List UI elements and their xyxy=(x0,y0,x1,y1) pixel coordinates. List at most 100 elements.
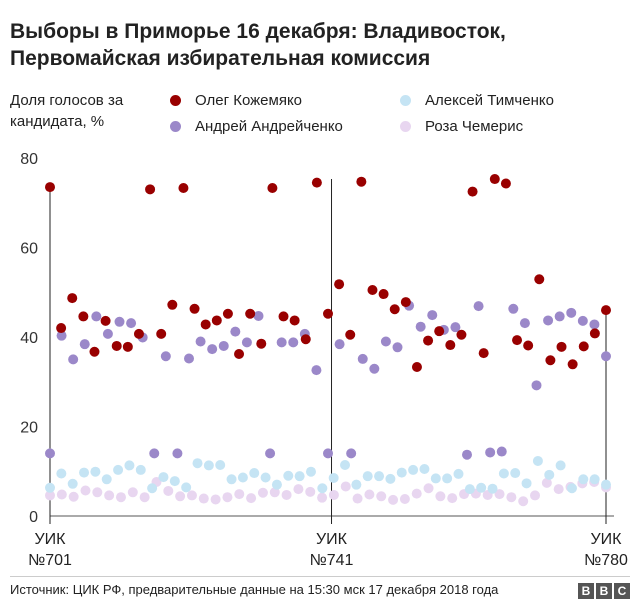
point-chemeris xyxy=(364,489,375,500)
point-chemeris xyxy=(317,492,328,503)
point-timchenko xyxy=(283,470,294,481)
point-andreychenko xyxy=(265,448,276,459)
point-timchenko xyxy=(396,467,407,478)
legend: Олег Кожемяко Андрей Андрейченко Алексей… xyxy=(170,90,630,140)
point-chemeris xyxy=(115,492,126,503)
point-kozhemyako xyxy=(311,177,322,188)
point-kozhemyako xyxy=(167,299,178,310)
point-andreychenko xyxy=(543,315,554,326)
point-andreychenko xyxy=(126,318,137,329)
point-kozhemyako xyxy=(122,341,133,352)
point-kozhemyako xyxy=(278,311,289,322)
legend-item-andreychenko: Андрей Андрейченко xyxy=(170,116,343,137)
point-chemeris xyxy=(104,490,115,501)
point-kozhemyako xyxy=(389,304,400,315)
point-chemeris xyxy=(198,493,209,504)
point-chemeris xyxy=(92,487,103,498)
point-andreychenko xyxy=(207,344,218,355)
point-kozhemyako xyxy=(523,340,534,351)
bbc-logo-letter: B xyxy=(578,583,594,599)
point-andreychenko xyxy=(462,449,472,460)
point-andreychenko xyxy=(160,351,171,362)
point-timchenko xyxy=(135,464,146,475)
point-andreychenko xyxy=(450,322,461,333)
point-timchenko xyxy=(566,483,577,494)
point-andreychenko xyxy=(230,326,241,337)
point-timchenko xyxy=(79,467,90,478)
legend-marker-kozhemyako xyxy=(170,95,181,106)
point-chemeris xyxy=(45,490,55,501)
point-timchenko xyxy=(498,468,509,479)
point-kozhemyako xyxy=(378,289,389,300)
x-category-label: УИК xyxy=(316,531,348,548)
point-kozhemyako xyxy=(222,308,233,319)
point-andreychenko xyxy=(531,380,542,391)
point-timchenko xyxy=(453,468,464,479)
point-andreychenko xyxy=(601,351,611,362)
point-kozhemyako xyxy=(434,326,445,337)
point-kozhemyako xyxy=(67,293,78,304)
point-chemeris xyxy=(293,484,304,495)
point-kozhemyako xyxy=(601,305,611,316)
point-kozhemyako xyxy=(289,315,300,326)
point-andreychenko xyxy=(79,339,90,350)
point-kozhemyako xyxy=(200,319,211,330)
point-chemeris xyxy=(541,477,552,488)
point-kozhemyako xyxy=(400,297,411,308)
point-chemeris xyxy=(530,490,541,501)
point-andreychenko xyxy=(184,353,194,364)
y-tick-label: 80 xyxy=(20,151,38,168)
point-timchenko xyxy=(510,468,521,479)
point-timchenko xyxy=(601,479,611,490)
point-timchenko xyxy=(532,455,543,466)
point-timchenko xyxy=(544,469,555,480)
legend-label-andreychenko: Андрей Андрейченко xyxy=(195,118,343,135)
point-andreychenko xyxy=(346,448,357,459)
point-chemeris xyxy=(506,492,517,503)
bbc-logo-letter: C xyxy=(614,583,630,599)
y-tick-label: 0 xyxy=(29,509,38,526)
point-kozhemyako xyxy=(267,182,278,193)
point-timchenko xyxy=(271,479,282,490)
point-timchenko xyxy=(578,474,589,485)
point-timchenko xyxy=(90,466,101,477)
point-kozhemyako xyxy=(323,308,333,319)
point-timchenko xyxy=(215,459,226,470)
point-chemeris xyxy=(246,493,257,504)
point-chemeris xyxy=(56,489,67,500)
point-andreychenko xyxy=(577,315,588,326)
bbc-logo: B B C xyxy=(578,583,630,599)
point-andreychenko xyxy=(496,446,507,457)
point-chemeris xyxy=(163,485,174,496)
point-timchenko xyxy=(203,460,214,471)
y-axis-label: Доля голосов за кандидата, % xyxy=(10,92,124,130)
point-timchenko xyxy=(464,484,475,495)
point-kozhemyako xyxy=(111,340,122,351)
x-category-label: №780 xyxy=(584,552,628,569)
point-kozhemyako xyxy=(500,178,511,189)
point-chemeris xyxy=(222,492,233,503)
point-kozhemyako xyxy=(534,274,545,285)
chart-title: Выборы в Приморье 16 декабря: Владивосто… xyxy=(10,20,506,70)
point-kozhemyako xyxy=(156,328,167,339)
point-chemeris xyxy=(328,489,339,500)
point-andreychenko xyxy=(172,448,183,459)
point-kozhemyako xyxy=(45,182,55,193)
point-chemeris xyxy=(435,491,446,502)
point-kozhemyako xyxy=(478,348,489,359)
point-kozhemyako xyxy=(145,184,156,195)
point-chemeris xyxy=(447,493,458,504)
legend-marker-timchenko xyxy=(400,95,411,106)
y-tick-label: 60 xyxy=(20,241,38,258)
point-kozhemyako xyxy=(578,341,589,352)
point-chemeris xyxy=(553,484,564,495)
point-andreychenko xyxy=(380,336,391,347)
point-kozhemyako xyxy=(334,279,345,290)
point-kozhemyako xyxy=(467,186,478,197)
point-andreychenko xyxy=(253,310,264,321)
point-andreychenko xyxy=(566,307,577,318)
point-timchenko xyxy=(237,472,248,483)
point-andreychenko xyxy=(241,337,252,348)
point-kozhemyako xyxy=(178,182,189,193)
point-kozhemyako xyxy=(300,334,311,345)
